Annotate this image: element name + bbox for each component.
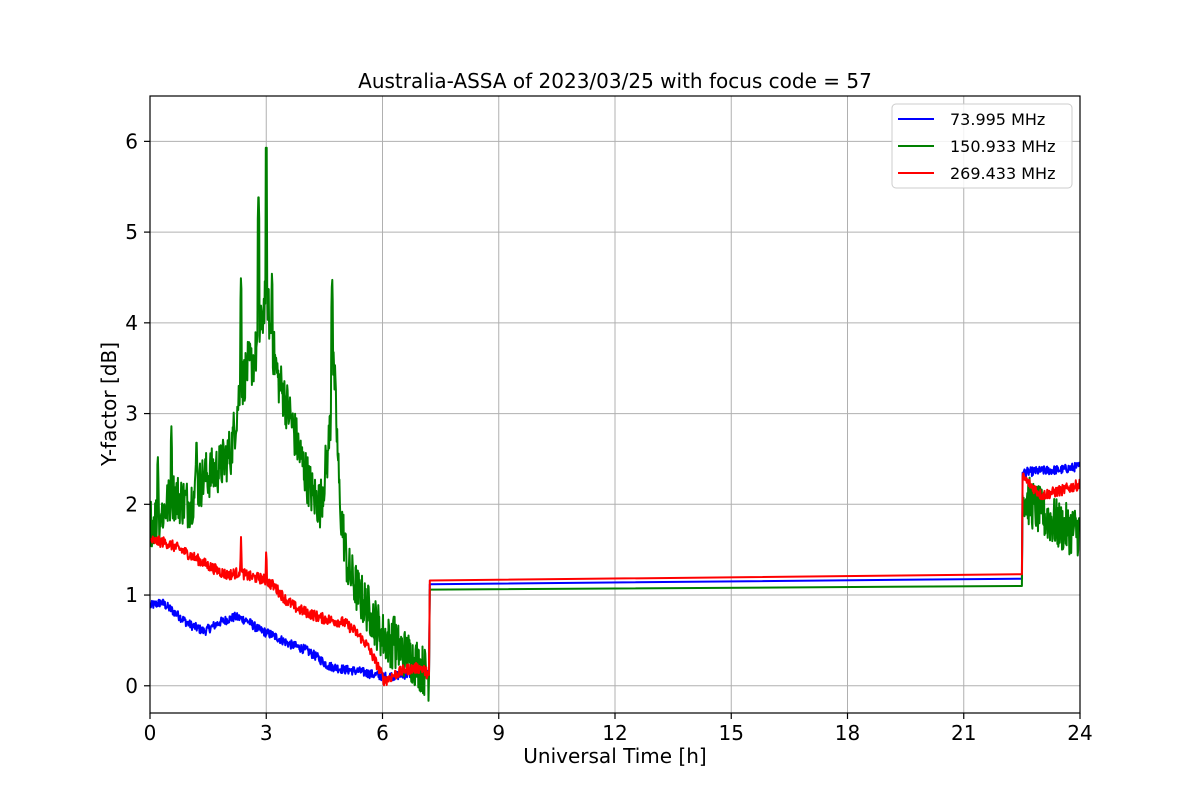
y-axis-label: Y-factor [dB]: [97, 342, 121, 467]
series-group: [150, 146, 1080, 702]
series-line-3: [150, 472, 1080, 687]
legend-label: 150.933 MHz: [950, 137, 1055, 156]
y-tick-label: 5: [125, 220, 138, 244]
x-tick-label: 24: [1067, 721, 1092, 745]
y-tick-label: 0: [125, 674, 138, 698]
x-axis-label: Universal Time [h]: [523, 744, 706, 768]
legend-label: 73.995 MHz: [950, 110, 1045, 129]
legend-box: [891, 103, 1073, 189]
y-tick-label: 6: [125, 129, 138, 153]
legend: 73.995 MHz 150.933 MHz 269.433 MHz: [891, 103, 1073, 189]
x-tick-label: 0: [144, 721, 157, 745]
series-line-1: [150, 461, 1080, 683]
x-tick-label: 12: [602, 721, 627, 745]
y-tick-label: 2: [125, 492, 138, 516]
y-tick-label: 3: [125, 402, 138, 426]
legend-label: 269.433 MHz: [950, 164, 1055, 183]
x-tick-label: 21: [951, 721, 976, 745]
y-tick-label: 1: [125, 583, 138, 607]
y-tick-label: 4: [125, 311, 138, 335]
chart-title: Australia-ASSA of 2023/03/25 with focus …: [358, 69, 872, 93]
x-tick-label: 18: [835, 721, 860, 745]
x-tick-label: 15: [719, 721, 744, 745]
x-tick-label: 9: [492, 721, 505, 745]
x-tick-label: 3: [260, 721, 273, 745]
series-line-2: [150, 146, 1080, 702]
x-tick-label: 6: [376, 721, 389, 745]
